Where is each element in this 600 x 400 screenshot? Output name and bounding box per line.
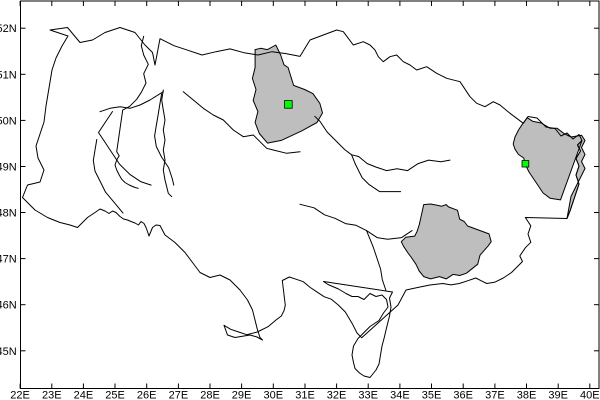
svg-text:48N: 48N — [0, 208, 17, 220]
svg-text:29E: 29E — [232, 390, 252, 400]
svg-text:52N: 52N — [0, 23, 17, 35]
svg-text:31E: 31E — [295, 390, 315, 400]
svg-text:36E: 36E — [453, 390, 473, 400]
svg-text:47N: 47N — [0, 254, 17, 266]
svg-text:25E: 25E — [105, 390, 125, 400]
svg-text:39E: 39E — [548, 390, 568, 400]
svg-text:28E: 28E — [200, 390, 220, 400]
svg-text:49N: 49N — [0, 162, 17, 174]
svg-text:32E: 32E — [327, 390, 347, 400]
svg-text:24E: 24E — [74, 390, 94, 400]
svg-text:51N: 51N — [0, 69, 17, 81]
svg-text:38E: 38E — [517, 390, 537, 400]
svg-text:22E: 22E — [10, 390, 30, 400]
svg-text:34E: 34E — [390, 390, 410, 400]
svg-text:37E: 37E — [485, 390, 505, 400]
svg-text:30E: 30E — [264, 390, 284, 400]
svg-text:50N: 50N — [0, 115, 17, 127]
svg-text:27E: 27E — [169, 390, 189, 400]
svg-text:45N: 45N — [0, 346, 17, 358]
svg-text:33E: 33E — [358, 390, 378, 400]
svg-text:23E: 23E — [42, 390, 62, 400]
svg-text:26E: 26E — [137, 390, 157, 400]
svg-text:35E: 35E — [422, 390, 442, 400]
svg-text:40E: 40E — [580, 390, 600, 400]
svg-text:46N: 46N — [0, 300, 17, 312]
